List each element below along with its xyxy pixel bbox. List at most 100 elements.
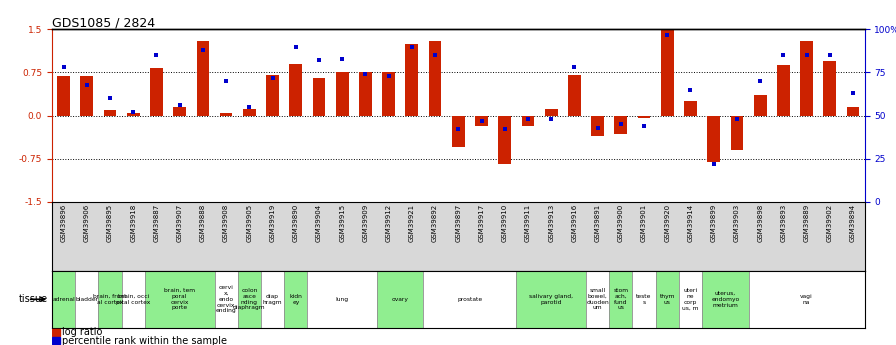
Text: GSM39905: GSM39905 — [246, 204, 253, 242]
Point — [242, 104, 256, 110]
Bar — [661, 29, 674, 116]
Bar — [383, 72, 395, 116]
Point — [707, 161, 721, 167]
Text: GSM39894: GSM39894 — [850, 204, 856, 242]
Text: GSM39899: GSM39899 — [711, 204, 717, 242]
Text: GSM39915: GSM39915 — [340, 204, 345, 242]
Text: GSM39909: GSM39909 — [362, 204, 368, 242]
Bar — [52, 271, 75, 328]
Bar — [475, 116, 488, 126]
Text: GSM39889: GSM39889 — [804, 204, 810, 242]
Text: GSM39914: GSM39914 — [687, 204, 694, 242]
Text: vagi
na: vagi na — [800, 294, 813, 305]
Text: GSM39901: GSM39901 — [641, 204, 647, 242]
Point — [567, 65, 582, 70]
Text: tissue: tissue — [18, 294, 47, 304]
Bar — [586, 271, 609, 328]
Bar — [313, 78, 325, 116]
Text: GDS1085 / 2824: GDS1085 / 2824 — [52, 16, 155, 29]
Point — [289, 44, 303, 49]
Text: thym
us: thym us — [659, 294, 675, 305]
Text: cervi
x,
endo
cervix
ending: cervi x, endo cervix ending — [216, 285, 237, 313]
Bar — [75, 271, 99, 328]
Text: GSM39898: GSM39898 — [757, 204, 763, 242]
Text: GSM39896: GSM39896 — [61, 204, 66, 242]
Bar — [99, 271, 122, 328]
Point — [614, 121, 628, 127]
Bar — [406, 44, 418, 116]
Text: GSM39906: GSM39906 — [84, 204, 90, 242]
Point — [660, 32, 675, 37]
Point — [776, 52, 790, 58]
Text: ovary: ovary — [392, 297, 409, 302]
Bar — [498, 116, 511, 165]
Text: GSM39891: GSM39891 — [595, 204, 600, 242]
Text: kidn
ey: kidn ey — [289, 294, 302, 305]
Text: brain, occi
pital cortex: brain, occi pital cortex — [116, 294, 151, 305]
Point — [358, 71, 373, 77]
Text: GSM39918: GSM39918 — [130, 204, 136, 242]
Text: GSM39911: GSM39911 — [525, 204, 531, 242]
Bar — [452, 116, 465, 147]
Text: GSM39903: GSM39903 — [734, 204, 740, 242]
Bar — [81, 77, 93, 116]
Bar — [568, 75, 581, 116]
Bar — [104, 110, 116, 116]
Text: GSM39908: GSM39908 — [223, 204, 229, 242]
Bar — [237, 271, 261, 328]
Point — [80, 82, 94, 87]
Text: stom
ach,
fund
us: stom ach, fund us — [613, 288, 628, 310]
Point — [823, 52, 837, 58]
Text: GSM39893: GSM39893 — [780, 204, 787, 242]
Bar — [609, 271, 633, 328]
Point — [474, 118, 488, 124]
Point — [637, 123, 651, 129]
Point — [195, 47, 210, 53]
Bar — [545, 109, 557, 116]
Text: GSM39919: GSM39919 — [270, 204, 276, 242]
Bar — [707, 116, 720, 161]
Bar — [516, 271, 586, 328]
Text: uterus,
endomyo
metrium: uterus, endomyo metrium — [711, 291, 739, 308]
Bar — [196, 41, 210, 116]
Text: GSM39892: GSM39892 — [432, 204, 438, 242]
Bar — [428, 41, 442, 116]
Text: GSM39890: GSM39890 — [293, 204, 298, 242]
Text: prostate: prostate — [457, 297, 482, 302]
Bar — [57, 77, 70, 116]
Bar — [754, 96, 767, 116]
Bar — [591, 116, 604, 136]
Text: salivary gland,
parotid: salivary gland, parotid — [530, 294, 573, 305]
Text: GSM39921: GSM39921 — [409, 204, 415, 242]
Point — [753, 78, 767, 84]
Bar — [377, 271, 424, 328]
Bar — [127, 113, 140, 116]
Bar — [220, 113, 232, 116]
Bar — [702, 271, 748, 328]
Text: GSM39902: GSM39902 — [827, 204, 832, 242]
Bar — [800, 41, 813, 116]
Bar — [359, 72, 372, 116]
Point — [382, 73, 396, 79]
Text: percentile rank within the sample: percentile rank within the sample — [62, 336, 227, 345]
Text: small
bowel,
duoden
um: small bowel, duoden um — [586, 288, 609, 310]
Text: lung: lung — [336, 297, 349, 302]
Bar — [638, 116, 650, 118]
Point — [846, 90, 860, 96]
Point — [684, 87, 698, 92]
Point — [126, 109, 141, 115]
Text: GSM39907: GSM39907 — [177, 204, 183, 242]
Text: GSM39888: GSM39888 — [200, 204, 206, 242]
Point — [405, 44, 419, 49]
Bar — [214, 271, 237, 328]
Bar — [656, 271, 679, 328]
Bar — [243, 109, 255, 116]
Bar — [424, 271, 516, 328]
Point — [544, 116, 558, 122]
Bar — [777, 65, 789, 116]
Text: brain, front
al cortex: brain, front al cortex — [93, 294, 126, 305]
Bar — [823, 61, 836, 116]
Point — [219, 78, 233, 84]
Text: uteri
ne
corp
us, m: uteri ne corp us, m — [682, 288, 699, 310]
Point — [729, 116, 744, 122]
